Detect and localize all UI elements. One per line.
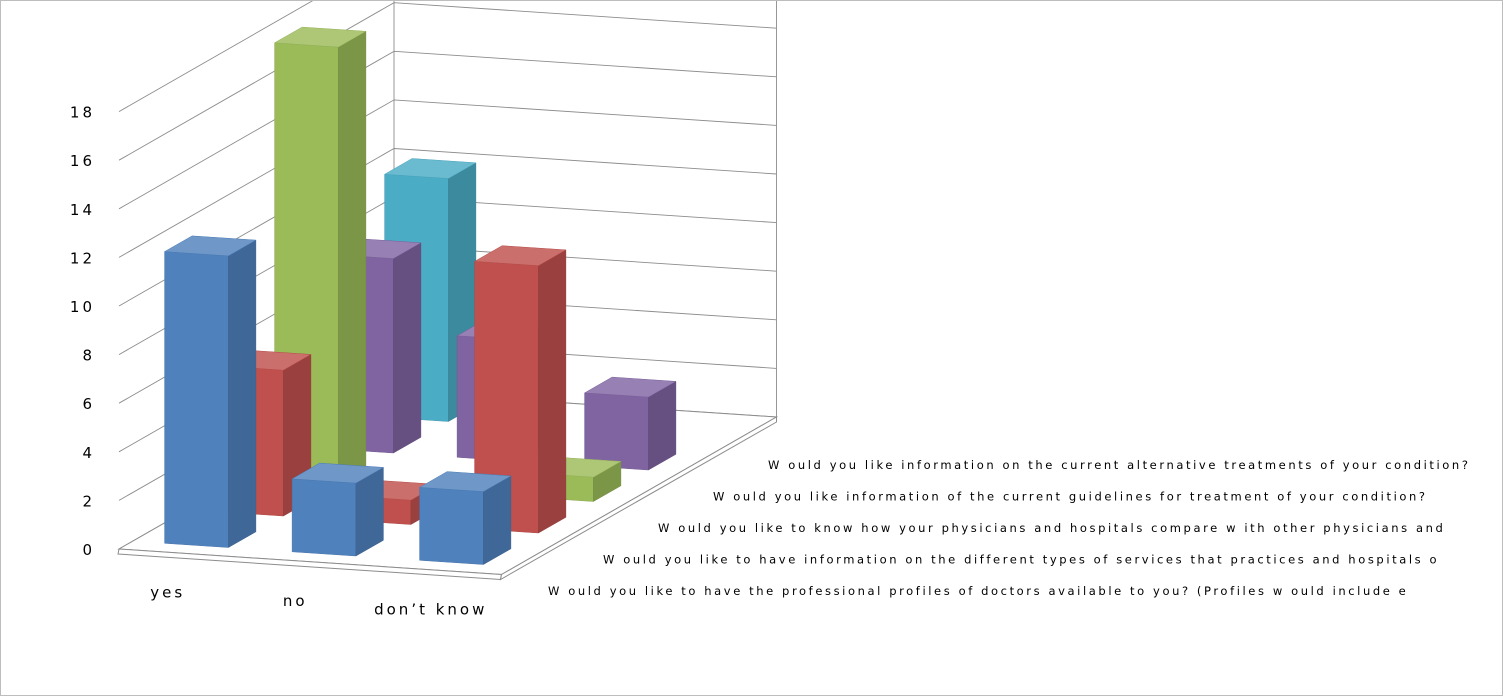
y-tick-label: 6 — [82, 395, 95, 413]
series-label: W ould you like to know how your physici… — [658, 521, 1445, 535]
bar — [418, 471, 512, 565]
floor-side-edge — [499, 416, 777, 581]
bar — [473, 245, 567, 534]
category-label: don’t know — [374, 600, 487, 618]
y-tick-label: 16 — [70, 152, 95, 170]
bar — [291, 462, 385, 557]
y-tick-label: 10 — [70, 298, 95, 316]
chart-bars — [163, 26, 677, 565]
y-tick-label: 0 — [82, 541, 95, 559]
y-axis-ticks: 0 2 4 6 8 10 12 14 16 18 — [70, 104, 95, 559]
y-tick-label: 12 — [70, 249, 95, 267]
y-tick-label: 2 — [82, 492, 95, 510]
y-tick-label: 4 — [82, 444, 95, 462]
gridline — [118, 2, 777, 161]
category-label: yes — [150, 583, 185, 601]
bar — [163, 235, 257, 548]
bar — [583, 376, 677, 471]
series-label: W ould you like information on the curre… — [768, 458, 1471, 472]
category-label: no — [283, 592, 308, 610]
series-labels: W ould you like to have the professional… — [548, 458, 1471, 598]
y-tick-label: 14 — [70, 201, 95, 219]
gridline — [118, 1, 314, 112]
series-label: W ould you like to have information on t… — [603, 552, 1439, 566]
y-tick-label: 18 — [70, 104, 95, 122]
series-label: W ould you like to have the professional… — [548, 584, 1408, 598]
series-label: W ould you like information of the curre… — [713, 489, 1428, 503]
y-tick-label: 8 — [82, 347, 95, 365]
category-labels: yes no don’t know — [150, 583, 487, 618]
